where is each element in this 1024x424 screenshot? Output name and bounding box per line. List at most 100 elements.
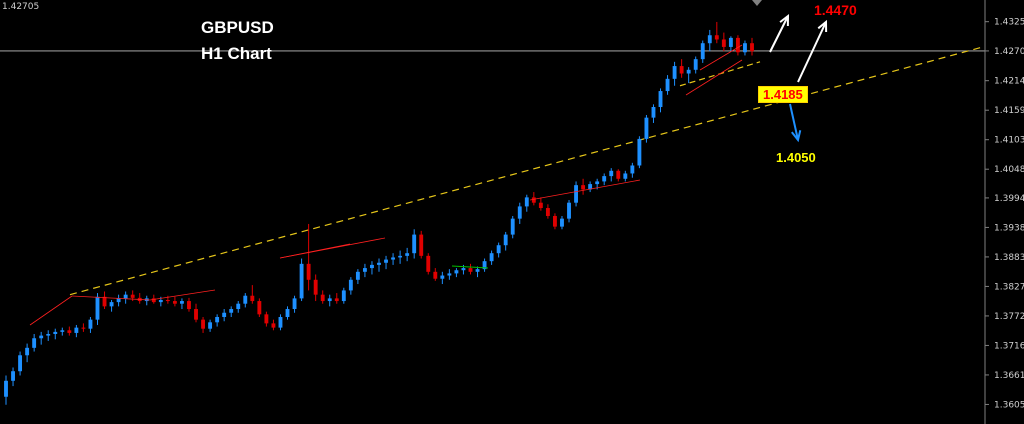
- candle-body: [588, 184, 593, 190]
- pattern-line: [71, 295, 151, 301]
- candle-body: [658, 91, 663, 108]
- candle-body: [341, 290, 346, 302]
- target-high-label: 1.4470: [814, 2, 857, 18]
- arrow-up-1-shaft: [769, 15, 789, 53]
- candle-body: [398, 255, 403, 258]
- candle-body: [158, 299, 163, 303]
- candle-body: [355, 271, 360, 280]
- candle-body: [581, 185, 586, 190]
- candle-body: [81, 327, 86, 329]
- chart-subtitle: H1 Chart: [201, 44, 272, 63]
- candle-body: [348, 279, 353, 291]
- candle-body: [222, 312, 227, 317]
- candle-body: [750, 43, 754, 52]
- candle-body: [39, 335, 44, 339]
- candle-body: [320, 294, 325, 302]
- candle-body: [707, 35, 712, 44]
- candle-body: [67, 330, 72, 333]
- candle-body: [574, 185, 578, 203]
- candle-body: [602, 176, 607, 182]
- candle-body: [370, 264, 374, 269]
- pattern-line: [529, 179, 641, 201]
- candle-body: [215, 316, 220, 323]
- y-tick-label: 1.42705: [994, 47, 1024, 57]
- candle-body: [362, 268, 367, 272]
- candle-body: [489, 253, 494, 262]
- candle-body: [229, 309, 234, 313]
- candle-body: [165, 299, 170, 302]
- y-tick-label: 1.38275: [994, 282, 1024, 292]
- candle-body: [327, 298, 332, 302]
- candle-body: [665, 78, 670, 92]
- candle-body: [88, 319, 93, 329]
- candle-body: [503, 234, 508, 246]
- pattern-line-green: [451, 265, 489, 269]
- candle-body: [32, 338, 37, 348]
- candle-body: [700, 43, 705, 60]
- pattern-line: [29, 295, 73, 326]
- candle-body: [236, 303, 241, 310]
- candle-body: [257, 301, 262, 315]
- candles-layer: [4, 21, 754, 405]
- candle-body: [447, 273, 452, 276]
- target-low-label: 1.4050: [776, 150, 816, 165]
- candle-body: [271, 323, 276, 328]
- pattern-line: [685, 59, 743, 96]
- candle-body: [560, 218, 564, 227]
- candle-body: [391, 257, 396, 260]
- candle-body: [419, 234, 424, 256]
- candle-body: [313, 279, 318, 295]
- candle-body: [679, 66, 684, 74]
- y-tick-label: 1.39940: [994, 194, 1024, 204]
- trendline-main: [69, 45, 986, 296]
- y-tick-label: 1.36055: [994, 400, 1024, 410]
- candle-body: [306, 263, 311, 280]
- candle-body: [123, 294, 128, 299]
- candle-body: [440, 275, 445, 279]
- pattern-line: [149, 289, 216, 301]
- candle-body: [102, 296, 107, 307]
- arrow-down-head: [791, 130, 802, 143]
- candle-body: [151, 298, 156, 303]
- y-tick-label: 1.43255: [994, 18, 1024, 28]
- candle-body: [60, 330, 65, 332]
- candle-body: [405, 253, 410, 256]
- candle-body: [517, 206, 522, 219]
- candle-body: [524, 197, 529, 207]
- y-tick-label: 1.41035: [994, 136, 1024, 146]
- candle-body: [545, 208, 550, 216]
- candle-body: [46, 334, 51, 336]
- candle-body: [201, 319, 205, 329]
- candle-body: [630, 165, 635, 174]
- overlay-layer: [29, 0, 828, 326]
- candle-body: [496, 245, 501, 254]
- y-tick-label: 1.40480: [994, 165, 1024, 175]
- candle-body: [616, 170, 621, 179]
- y-tick-label: 1.37165: [994, 341, 1024, 351]
- pattern-line: [279, 243, 351, 259]
- candle-body: [130, 294, 135, 298]
- y-tick-label: 1.41590: [994, 106, 1024, 116]
- candle-body: [74, 327, 79, 333]
- y-tick-label: 1.39385: [994, 223, 1024, 233]
- candle-body: [243, 295, 248, 304]
- arrow-up-2-head: [817, 19, 828, 33]
- candle-body: [172, 301, 177, 304]
- candle-body: [728, 37, 733, 47]
- candle-body: [567, 202, 571, 219]
- candle-body: [95, 296, 100, 320]
- candle-body: [693, 59, 698, 70]
- candle-body: [278, 316, 283, 328]
- y-axis: 1.43255 1.42705 1.42145 1.41590 1.41035 1.404…: [984, 0, 1024, 424]
- candle-body: [637, 138, 642, 166]
- candle-body: [292, 298, 297, 310]
- arrow-up-1-head: [779, 13, 790, 27]
- candle-body: [285, 309, 290, 317]
- candle-body: [180, 301, 184, 304]
- candle-body: [743, 43, 747, 53]
- candle-body: [538, 202, 543, 209]
- candle-body: [433, 271, 438, 279]
- candle-body: [623, 173, 628, 179]
